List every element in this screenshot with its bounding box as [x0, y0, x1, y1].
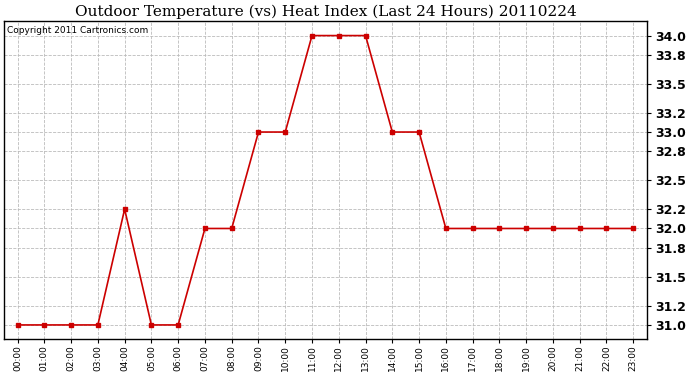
- Title: Outdoor Temperature (vs) Heat Index (Last 24 Hours) 20110224: Outdoor Temperature (vs) Heat Index (Las…: [75, 4, 576, 18]
- Text: Copyright 2011 Cartronics.com: Copyright 2011 Cartronics.com: [8, 26, 148, 35]
